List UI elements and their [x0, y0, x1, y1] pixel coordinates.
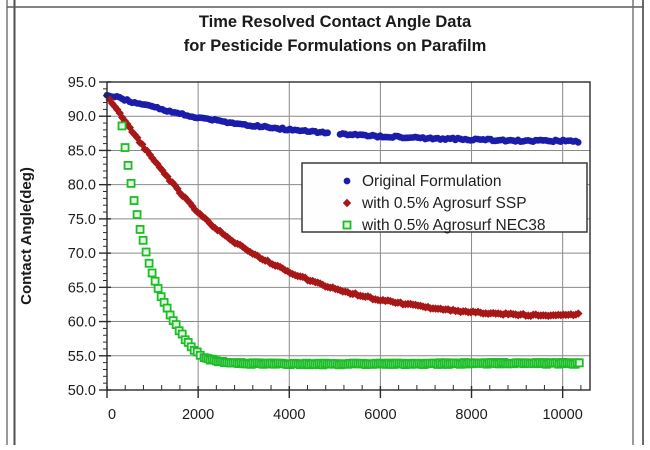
x-tick-label: 2000: [182, 407, 214, 423]
y-tick-label: 95.0: [68, 75, 96, 91]
legend-item-original-formulation: Original Formulation: [362, 173, 502, 190]
legend-marker-circle: [343, 177, 351, 185]
legend-marker-glyphs: [342, 177, 352, 230]
data-point: [147, 268, 157, 278]
data-point: [238, 242, 247, 251]
outer-frame: [6, 0, 644, 445]
data-point: [163, 172, 172, 181]
data-point: [235, 240, 245, 250]
y-tick-label: 90.0: [68, 109, 96, 125]
chart-title-line1: Time Resolved Contact Angle Data: [199, 13, 472, 31]
data-point: [144, 258, 154, 268]
data-point: [113, 105, 122, 114]
y-axis-label: Contact Angle(deg): [18, 167, 35, 305]
x-tick-label: 4000: [273, 407, 305, 423]
data-point: [574, 358, 584, 368]
data-point: [123, 160, 133, 170]
data-point: [129, 196, 139, 205]
y-tick-label: 60.0: [68, 315, 96, 331]
gridlines: [107, 82, 590, 390]
data-point: [135, 138, 145, 147]
data-point: [324, 129, 331, 137]
data-point: [200, 214, 210, 223]
data-point: [126, 178, 136, 188]
plot-area-border: [106, 81, 591, 391]
series-original-formulation: [103, 91, 582, 146]
y-tick-label: 50.0: [68, 383, 96, 399]
data-point: [128, 127, 137, 137]
y-tick-label: 65.0: [68, 280, 96, 296]
data-point: [150, 276, 160, 286]
y-tick-label: 70.0: [68, 246, 96, 262]
y-tick-label: 55.0: [68, 349, 96, 365]
y-tick-label: 75.0: [68, 212, 96, 228]
data-point: [574, 138, 582, 146]
legend-marker-diamond: [342, 198, 352, 208]
legend: Original Formulation with 0.5% Agrosurf …: [301, 162, 588, 234]
axis-tick-labels: 0 2000 4000 6000 8000 10000 50.0 55.0 60.0 65.0 70…: [68, 75, 583, 423]
data-point: [118, 113, 127, 122]
data-point: [110, 102, 119, 111]
y-tick-label: 80.0: [68, 178, 96, 194]
y-tick-label: 85.0: [68, 143, 96, 159]
axis-ticks: [99, 81, 582, 398]
series-with-0-5-agrosurf-ssp: [105, 95, 583, 321]
data-point: [574, 309, 583, 318]
legend-item-agrosurf-ssp: with 0.5% Agrosurf SSP: [361, 195, 527, 212]
data-point: [153, 284, 163, 293]
x-tick-label: 10000: [542, 407, 582, 423]
legend-item-agrosurf-nec38: with 0.5% Agrosurf NEC38: [361, 217, 546, 234]
x-tick-label: 6000: [364, 407, 396, 423]
x-tick-label: 0: [108, 407, 116, 423]
data-point: [173, 184, 182, 193]
data-series: [103, 91, 584, 370]
data-point: [117, 121, 127, 131]
data-point: [158, 166, 167, 175]
x-tick-label: 8000: [455, 407, 487, 423]
data-point: [205, 219, 215, 228]
data-point: [138, 235, 148, 245]
legend-marker-square-open: [342, 220, 352, 230]
data-point: [135, 225, 145, 234]
chart-title-line2: for Pesticide Formulations on Parafilm: [184, 37, 487, 55]
data-point: [141, 247, 151, 257]
series-with-0-5-agrosurf-nec38: [117, 121, 584, 370]
data-point: [155, 163, 165, 172]
data-point: [132, 210, 142, 219]
data-point: [120, 143, 130, 152]
legend-box: [301, 162, 588, 233]
data-point: [162, 303, 172, 313]
